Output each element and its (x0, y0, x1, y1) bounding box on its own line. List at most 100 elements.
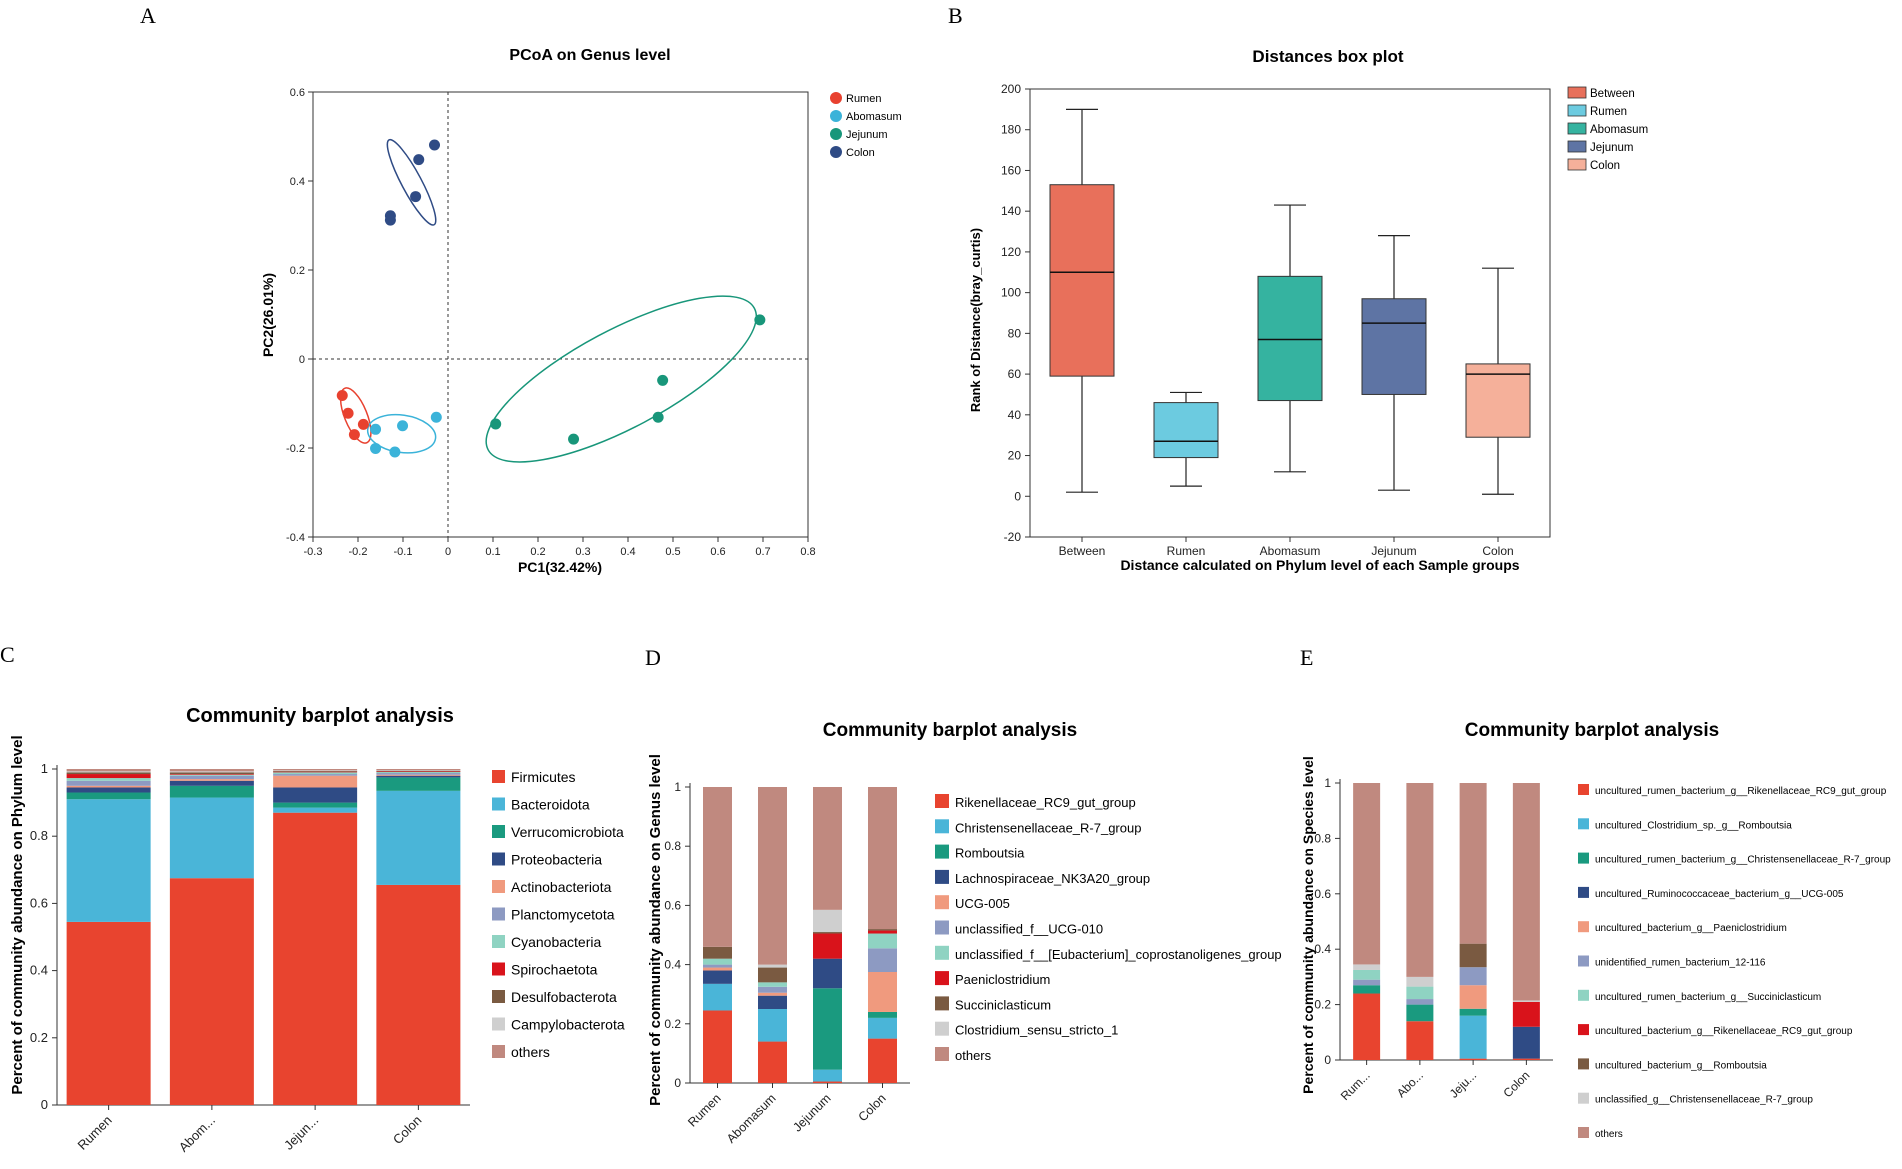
y-tick-label: 60 (1008, 367, 1022, 381)
legend-swatch-uncultured-rumen-bacterium-g-succiniclasticum (1578, 989, 1589, 1001)
y-tick-label: 0 (299, 354, 305, 366)
x-tick-label: Abo... (1394, 1068, 1426, 1100)
point-colon (410, 191, 422, 203)
legend-swatch-abomasum (1567, 122, 1587, 135)
x-tick-label: Colon (1500, 1068, 1532, 1100)
panel-b-x-label: Distance calculated on Phylum level of e… (1120, 557, 1519, 573)
legend-label-uncultured-bacterium-g-rikenellaceae-rc9-gut-group: uncultured_bacterium_g__Rikenellaceae_RC… (1595, 1026, 1853, 1037)
bar-segment-rum-uncultured-rumen-bacterium-g-christensenellaceae-r-7-group (1353, 985, 1381, 994)
y-tick-label: 1 (674, 780, 681, 794)
y-tick-label: 0.4 (664, 958, 681, 972)
panel-a-plot-area (312, 91, 809, 538)
bar-segment-abo-unclassified-g-christensenellaceae-r-7-group (1406, 976, 1434, 987)
legend-marker-abomasum (830, 110, 842, 122)
bar-segment-colon-others (376, 769, 461, 771)
box-rumen (1153, 402, 1219, 459)
legend-swatch-uncultured-bacterium-g-romboutsia (1578, 1058, 1589, 1070)
x-tick-label: Jejun... (281, 1113, 321, 1153)
bar-segment-colon-rikenellaceae-rc9-gut-group (868, 1038, 897, 1083)
x-tick-label: 0.4 (620, 546, 635, 558)
x-tick-label: Abom... (176, 1113, 218, 1155)
bar-segment-abom-cyanobacteria (169, 774, 254, 776)
panel-b: B Distances box plot -20 0 20 40 60 80 100 120 1… (948, 3, 1648, 573)
legend-label-colon: Colon (1590, 160, 1620, 172)
legend-swatch-romboutsia (935, 844, 949, 859)
y-tick-label: 0 (1324, 1053, 1331, 1067)
bar-segment-abomasum-rikenellaceae-rc9-gut-group (758, 1041, 787, 1083)
legend-label-rumen: Rumen (846, 93, 881, 105)
panel-a-legend: Rumen Abomasum Jejunum Colon (830, 92, 902, 159)
legend-label-campylobacterota: Campylobacterota (511, 1017, 625, 1033)
bar-segment-jejunum-clostridium-sensu-stricto-1 (813, 909, 842, 933)
bar-segment-colon-ucg-005 (868, 972, 897, 1012)
x-tick-label: 0 (445, 546, 451, 558)
bar-segment-rum-others (1353, 783, 1381, 965)
legend-label-unclassified-g-christensenellaceae-r-7-group: unclassified_g__Christensenellaceae_R-7_… (1595, 1095, 1813, 1106)
box-abomasum (1257, 275, 1323, 402)
point-abomasum (370, 442, 382, 454)
bar-segment-abom-planctomycetota (169, 775, 254, 780)
bar-segment-jeju-uncultured-rumen-bacterium-g-rikenellaceae-rc9-gut-group (1459, 1058, 1487, 1060)
legend-swatch-others (1578, 1127, 1589, 1138)
legend-swatch-firmicutes (492, 770, 505, 783)
legend-swatch-unclassified-f-eubacterium-coprostanoligenes-group (935, 945, 949, 960)
y-tick-label: 200 (1001, 82, 1021, 96)
legend-label-uncultured-ruminococcaceae-bacterium-g-ucg-005: uncultured_Ruminococcaceae_bacterium_g__… (1595, 889, 1844, 900)
bar-segment-colon-uncultured-bacterium-g-rikenellaceae-rc9-gut-group (1512, 1001, 1540, 1027)
legend-label-others: others (955, 1048, 992, 1063)
legend-swatch-others (492, 1045, 505, 1058)
bar-segment-colon-unclassified-f-eubacterium-coprostanoligenes-group (868, 933, 897, 949)
y-tick-label: 0.2 (30, 1030, 48, 1045)
legend-swatch-unidentified-rumen-bacterium-12-116 (1578, 955, 1589, 967)
x-tick-label: Colon (1482, 544, 1513, 558)
legend-swatch-uncultured-bacterium-g-paeniclostridium (1578, 921, 1589, 933)
legend-label-firmicutes: Firmicutes (511, 769, 576, 785)
box-colon (1465, 363, 1531, 438)
bar-segment-rumen-verrucomicrobiota (66, 792, 151, 800)
bar-segment-abo-uncultured-rumen-bacterium-g-succiniclasticum (1406, 986, 1434, 1000)
legend-label-clostridium-sensu-stricto-1: Clostridium_sensu_stricto_1 (955, 1023, 1118, 1038)
bar-segment-abo-unidentified-rumen-bacterium-12-116 (1406, 999, 1434, 1005)
bar-segment-jeju-uncultured-clostridium-sp-g-romboutsia (1459, 1015, 1487, 1059)
legend-label-jejunum: Jejunum (1590, 142, 1633, 154)
panel-a-title: PCoA on Genus level (509, 47, 670, 64)
y-tick-label: 0.4 (290, 176, 305, 188)
bar-segment-jejun-desulfobacterota (273, 771, 358, 772)
legend-swatch-rikenellaceae-rc9-gut-group (935, 794, 949, 808)
y-tick-label: 0.4 (30, 963, 48, 978)
bar-segment-jeju-uncultured-bacterium-g-paeniclostridium (1459, 985, 1487, 1009)
legend-swatch-uncultured-ruminococcaceae-bacterium-g-ucg-005 (1578, 886, 1589, 898)
bar-segment-rum-unclassified-g-christensenellaceae-r-7-group (1353, 964, 1381, 970)
bar-segment-jejun-bacteroidota (273, 807, 358, 813)
panel-b-title: Distances box plot (1252, 47, 1403, 66)
panel-a: A PCoA on Genus level -0.3 -0.2 -0.1 0 0.1 0.… (140, 3, 902, 575)
bar-segment-jeju-unidentified-rumen-bacterium-12-116 (1459, 967, 1487, 986)
panel-e-y-label: Percent of community abundance on Specie… (1300, 756, 1316, 1094)
bar-segment-abomasum-others (758, 787, 787, 965)
panel-b-boxes (1049, 108, 1531, 495)
legend-swatch-planctomycetota (492, 907, 505, 921)
legend-label-ucg-005: UCG-005 (955, 896, 1010, 911)
legend-swatch-spirochaetota (492, 962, 505, 976)
bar-segment-colon-uncultured-rumen-bacterium-g-rikenellaceae-rc9-gut-group (1512, 1058, 1540, 1060)
x-tick-label: Colon (390, 1113, 425, 1148)
x-tick-label: Jeju... (1447, 1068, 1480, 1101)
legend-label-verrucomicrobiota: Verrucomicrobiota (511, 824, 624, 840)
y-tick-label: -0.2 (286, 443, 305, 455)
panel-c-letter: C (0, 642, 15, 667)
legend-label-romboutsia: Romboutsia (955, 846, 1025, 861)
y-tick-label: 1 (1324, 776, 1331, 790)
legend-label-abomasum: Abomasum (846, 111, 902, 123)
panel-b-legend: Between Rumen Abomasum Jejunum Colon (1567, 86, 1648, 172)
bar-segment-colon-unclassified-f-ucg-010 (868, 948, 897, 972)
panel-c-y-label: Percent of community abundance on Phylum… (9, 735, 26, 1094)
y-tick-label: 0.6 (1314, 887, 1331, 901)
y-tick-label: 0.2 (290, 265, 305, 277)
bar-segment-colon-christensenellaceae-r-7-group (868, 1017, 897, 1039)
legend-label-colon: Colon (846, 147, 875, 159)
panel-a-letter: A (140, 3, 156, 28)
panel-d-chart: 0 0.2 0.4 0.6 0.8 1 Rumen Abomasum Jejunum Colon (664, 780, 910, 1146)
bar-segment-colon-romboutsia (868, 1011, 897, 1018)
panel-a-zero-lines (313, 92, 808, 537)
legend-swatch-uncultured-rumen-bacterium-g-christensenellaceae-r-7-group (1578, 852, 1589, 864)
